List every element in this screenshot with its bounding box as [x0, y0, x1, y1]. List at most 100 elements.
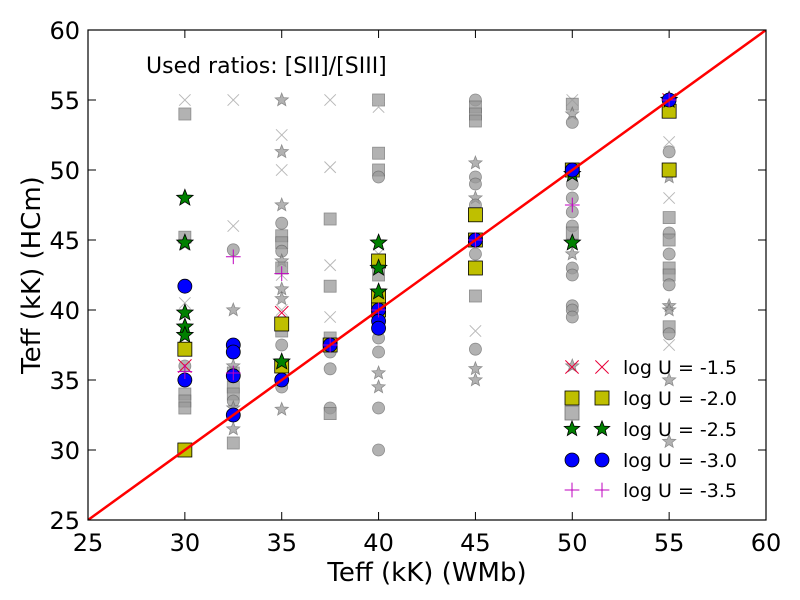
background-point: [275, 216, 289, 230]
y-tick-label: 30: [49, 437, 80, 465]
legend-marker: [594, 359, 610, 375]
y-tick-label: 25: [49, 507, 80, 535]
background-point: [467, 154, 484, 170]
background-point: [323, 362, 337, 376]
series-point: [563, 233, 582, 251]
legend-label: log U = -1.5: [623, 357, 737, 379]
background-point: [324, 259, 337, 272]
identity-line: [88, 30, 766, 520]
background-point: [565, 310, 579, 324]
background-point: [227, 93, 240, 107]
series-point: [225, 365, 241, 381]
background-point: [662, 211, 676, 225]
series-point: [177, 341, 193, 357]
series-point: [225, 344, 241, 360]
background-point: [663, 191, 676, 205]
background-point: [370, 378, 387, 394]
background-point: [178, 93, 191, 107]
background-point: [274, 91, 290, 107]
background-point: [324, 93, 337, 107]
background-point: [274, 401, 290, 416]
legend-label: log U = -2.0: [623, 388, 737, 410]
background-point: [227, 219, 240, 233]
background-point: [274, 290, 290, 306]
legend-marker: [564, 390, 580, 406]
series-point: [274, 266, 290, 281]
x-tick-label: 55: [654, 529, 685, 557]
background-point: [661, 433, 677, 449]
background-point: [467, 360, 484, 376]
background-point: [323, 407, 337, 421]
background-point: [275, 338, 289, 352]
background-point: [565, 268, 579, 282]
legend-label: log U = -3.0: [623, 450, 737, 472]
background-point: [469, 324, 482, 338]
background-point: [663, 338, 676, 352]
series-point: [369, 258, 388, 276]
legend-marker: [564, 452, 580, 468]
x-axis-label: Teff (kK) (WMb): [326, 558, 526, 588]
background-point: [324, 310, 337, 324]
y-tick-label: 45: [49, 227, 80, 255]
background-point: [274, 196, 290, 212]
series-point: [369, 282, 388, 300]
background-point: [661, 301, 677, 317]
x-tick-label: 60: [751, 529, 782, 557]
legend-marker: [594, 452, 610, 468]
background-point: [226, 436, 240, 450]
legend-marker: [593, 419, 611, 437]
background-point: [564, 357, 580, 373]
y-tick-label: 60: [49, 17, 80, 45]
series-point: [371, 320, 386, 336]
x-tick-label: 40: [363, 529, 394, 557]
identity-line-group: [88, 30, 766, 520]
background-point: [469, 247, 482, 261]
background-point: [662, 247, 676, 261]
x-tick-label: 35: [266, 529, 297, 557]
series-point: [369, 233, 388, 251]
series-point: [274, 316, 290, 332]
series-point: [177, 364, 193, 379]
x-tick-label: 30: [170, 529, 201, 557]
series-point: [661, 162, 677, 178]
axis-ticks: 25 30 35 40 45 50 55 60 25 30 35 40 45 50 55 60: [49, 17, 781, 557]
series-point: [468, 207, 483, 223]
legend-marker: [564, 359, 580, 375]
background-point: [372, 93, 385, 107]
background-point: [372, 146, 385, 160]
series-point: [225, 249, 241, 265]
background-point: [370, 364, 387, 380]
series-point: [177, 278, 193, 294]
x-tick-label: 50: [557, 529, 588, 557]
chart-annotation: Used ratios: [SII]/[SIII]: [146, 54, 387, 79]
y-axis-label: Teff (kK) (HCm): [17, 176, 47, 375]
background-point: [372, 443, 385, 457]
legend-label: log U = -3.5: [623, 480, 737, 502]
background-point: [323, 279, 337, 293]
background-point: [469, 114, 482, 128]
legend-marker: [564, 482, 580, 498]
background-point: [469, 342, 482, 356]
background-point: [275, 303, 288, 317]
y-tick-label: 35: [49, 367, 80, 395]
x-tick-label: 45: [460, 529, 491, 557]
series-point: [468, 260, 483, 276]
background-point: [663, 135, 676, 149]
background-point: [661, 371, 677, 387]
background-point: [324, 161, 337, 174]
y-tick-label: 50: [49, 157, 80, 185]
background-point: [323, 212, 337, 226]
legend-marker: [563, 419, 581, 437]
background-point: [372, 100, 385, 114]
background-point: [372, 401, 385, 415]
background-point: [469, 289, 482, 303]
background-point: [275, 163, 288, 177]
background-point: [372, 170, 385, 184]
y-tick-label: 40: [49, 297, 80, 325]
legend-marker: [594, 482, 610, 498]
background-point: [372, 345, 385, 359]
y-tick-label: 55: [49, 87, 80, 115]
legend: log U = -1.5 log U = -2.0 log U = -2.5 log …: [563, 357, 737, 502]
background-point: [274, 143, 290, 159]
